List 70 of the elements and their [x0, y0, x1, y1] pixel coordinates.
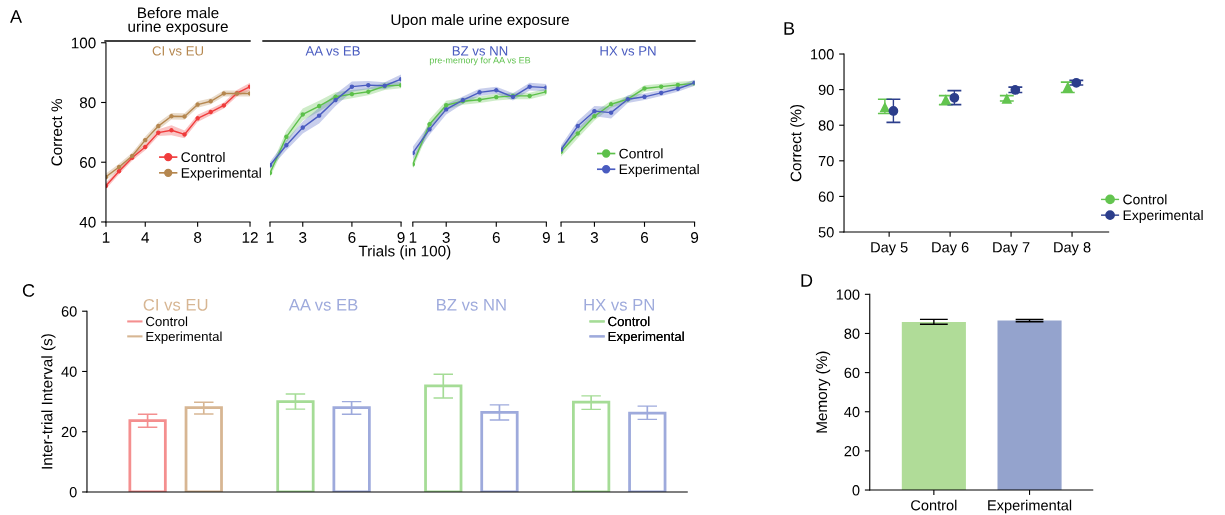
text: Control	[608, 316, 650, 327]
y-tick-label: 20	[844, 445, 860, 457]
x-tick-label: 1	[409, 232, 417, 243]
y-tick-label: 0	[852, 485, 860, 496]
chart-subtitle: BZ vs NN	[452, 46, 508, 56]
x-tick-label: 6	[348, 232, 356, 243]
x-tick-label: 8	[194, 232, 202, 243]
y-axis-title: Correct (%)	[790, 104, 805, 182]
y-tick-label: 100	[811, 49, 834, 60]
x-axis-title: Trials (in 100)	[358, 245, 451, 260]
y-tick-label: 0	[69, 487, 77, 498]
y-tick-label: 60	[61, 306, 77, 317]
x-tick-label: AA vs EB	[288, 299, 358, 311]
x-tick-label: BZ vs NN	[437, 299, 506, 311]
y-tick-label: 40	[61, 366, 77, 377]
x-tick-label: 9	[691, 232, 699, 243]
y-tick-label: 80	[79, 97, 96, 109]
chart-subtitle: AA vs EB	[305, 46, 360, 56]
legend-label: Experimental	[181, 167, 261, 181]
text: C	[22, 284, 35, 297]
x-tick-label: CI vs EU	[143, 298, 208, 311]
legend-label: Experimental	[1123, 209, 1203, 223]
legend-label: Experimental	[146, 331, 222, 344]
chart-title: Upon male urine exposure	[391, 13, 569, 29]
y-tick-label: 60	[818, 191, 834, 202]
x-tick-label: 3	[442, 232, 450, 243]
chart-subtitle: HX vs PN	[600, 46, 656, 56]
x-tick-label: 9	[397, 232, 405, 243]
x-tick-label: 1	[557, 232, 565, 243]
text: B	[784, 22, 795, 35]
y-tick-label: 40	[844, 406, 860, 418]
x-tick-label: Day 5	[871, 242, 908, 256]
x-tick-label: 12	[242, 232, 258, 243]
y-tick-label: 80	[818, 120, 834, 131]
x-tick-label: Day 7	[993, 242, 1030, 256]
y-tick-label: 90	[818, 84, 834, 96]
y-tick-label: 60	[80, 157, 96, 168]
text: A	[10, 10, 23, 23]
text: D	[801, 274, 813, 287]
legend-label: Control	[1123, 194, 1167, 205]
chart-subtitle: CI vs EU	[152, 46, 204, 56]
y-tick-label: 100	[71, 37, 96, 49]
x-tick-label: HX vs PN	[584, 299, 654, 311]
x-tick-label: 4	[141, 232, 150, 243]
legend-label: Control	[146, 316, 188, 327]
y-tick-label: 20	[61, 426, 77, 438]
y-axis-title: Inter-trial Interval (s)	[41, 334, 56, 469]
annotation: pre-memory for AA vs EB	[429, 56, 531, 66]
x-tick-label: 3	[590, 232, 599, 243]
y-tick-label: 70	[818, 155, 834, 167]
text: Experimental	[608, 331, 684, 344]
y-tick-label: 40	[79, 216, 96, 228]
x-tick-label: 6	[641, 232, 649, 243]
legend-label: Control	[619, 148, 663, 159]
y-tick-label: 60	[844, 367, 860, 379]
y-axis-title: Memory (%)	[815, 351, 831, 433]
legend-label: Experimental	[619, 164, 699, 177]
x-tick-label: 6	[492, 232, 500, 243]
y-tick-label: 50	[818, 227, 834, 238]
y-tick-label: 100	[836, 289, 860, 300]
x-tick-label: 9	[542, 232, 550, 243]
y-axis-title: Correct %	[51, 98, 63, 166]
x-tick-label: 3	[299, 232, 307, 243]
legend-label: Control	[181, 151, 225, 163]
y-tick-label: 80	[844, 328, 860, 339]
x-tick-label: Day 6	[932, 242, 969, 256]
chart-title: Before male urine exposure	[128, 7, 228, 35]
x-tick-label: 1	[266, 232, 274, 243]
x-tick-label: 1	[102, 232, 110, 243]
x-tick-label: Day 8	[1054, 242, 1091, 256]
